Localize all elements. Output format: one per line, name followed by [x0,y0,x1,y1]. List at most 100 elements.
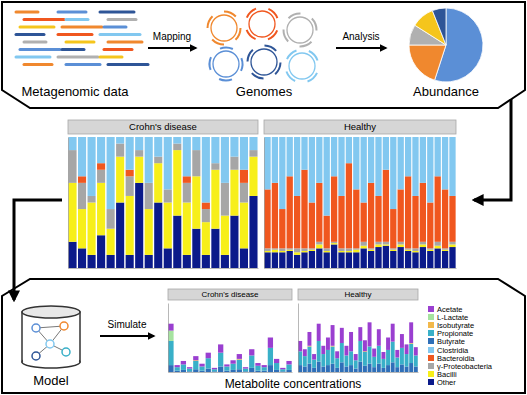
legend-swatch [428,355,434,361]
bar-segment [237,354,242,359]
bar-segment [224,366,229,370]
bar-segment [303,356,307,366]
bar-segment [193,356,198,360]
bar-segment [221,255,229,268]
axis-line [298,304,299,373]
bar-segment [368,250,374,251]
bar-segment [344,366,348,372]
bar-segment [405,250,411,251]
bar-segment [294,255,300,268]
bar-segment [173,137,181,144]
bar-segment [262,371,267,372]
bar-segment [427,248,433,249]
bar-segment [97,235,105,268]
bar-segment [202,137,210,203]
genome-ring [287,17,313,43]
bar-segment [230,360,235,363]
bar-segment [398,247,404,268]
legend-swatch [428,338,434,344]
genome-read [247,49,254,61]
bar-segment [398,242,404,245]
bar-segment [264,252,270,268]
bar-segment [286,364,291,370]
bar-segment [116,203,124,269]
bar-segment [331,244,337,268]
bar-segment [368,183,374,249]
bar-segment [145,183,153,209]
bar-segment [286,361,291,364]
genome [207,11,242,46]
label: Metagenomic data [22,84,130,99]
genome-ring [251,49,277,75]
bar-segment [243,367,248,368]
legend-swatch [428,322,434,328]
bar-segment [435,248,441,268]
bar-segment [249,349,254,355]
bar-segment [412,248,418,251]
network-node [60,322,68,330]
bar-segment [316,137,322,183]
chart-header [298,289,418,300]
bar-segment [249,157,257,196]
bar-segment [420,244,426,247]
bar-segment [353,189,359,248]
bar-segment [400,348,404,365]
bar-segment [272,183,278,249]
bar-segment [107,137,115,209]
axis-line [69,268,259,269]
bar-segment [309,137,315,203]
bar-segment [420,242,426,245]
read [108,63,148,66]
bar-segment [202,255,210,268]
bar-segment [135,150,143,157]
genome-read [268,30,279,40]
bar-segment [368,137,374,183]
bar-segment [224,371,229,372]
bar-segment [381,368,385,372]
bar-segment [175,365,180,367]
bar-segment [412,252,418,268]
bar-segment [391,342,395,363]
bar-segment [181,370,186,372]
bar-segment [361,137,367,203]
y-axis [68,138,69,269]
bar-segment [145,209,153,255]
bar-segment [279,252,285,268]
bar-segment [324,216,330,249]
bar-segment [442,250,448,251]
bar-segment [321,346,325,354]
read [24,63,52,66]
legend-swatch [428,314,434,320]
genome-read [307,72,318,82]
label: Crohn's disease [129,121,197,132]
y-axis [168,304,169,373]
bar-segment [237,369,242,372]
bar-segment [264,248,270,251]
read [108,18,136,21]
bar-segment [405,354,409,366]
bar-segment [335,358,339,368]
read [58,11,86,14]
bar-segment [354,369,358,372]
bar-segment [126,137,134,170]
legend-swatch [428,347,434,353]
bar-segment [237,360,242,370]
label: Mapping [153,31,191,42]
bar-segment [274,370,279,372]
bar-segment [391,324,395,342]
bar-segment [78,176,86,183]
bar-segment [68,183,76,242]
bar-segment [249,137,257,150]
bar-segment [346,252,352,268]
bar-segment [395,350,399,358]
genome-read [246,30,256,41]
bar-segment [449,247,455,268]
bar-segment [294,196,300,248]
bar-segment [294,137,300,196]
bar-segment [221,183,229,216]
bar-segment [68,150,76,183]
bar-segment [412,137,418,196]
bar-segment [126,170,134,177]
genome-read [246,8,257,18]
bar-segment [390,250,396,251]
